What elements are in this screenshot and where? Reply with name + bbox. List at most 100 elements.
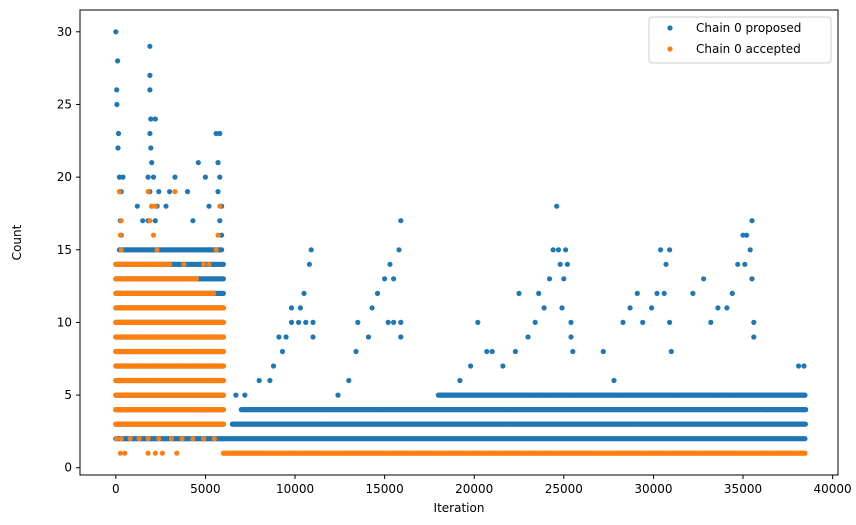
proposed-point: [747, 247, 753, 253]
proposed-point: [654, 290, 660, 296]
proposed-point: [667, 319, 673, 325]
proposed-point: [620, 319, 626, 325]
proposed-point: [353, 348, 359, 355]
proposed-point: [134, 203, 140, 209]
proposed-point: [288, 319, 295, 325]
proposed-point: [147, 43, 153, 49]
proposed-point: [114, 87, 120, 93]
proposed-point: [369, 305, 375, 311]
proposed-point: [167, 189, 173, 195]
proposed-point: [398, 334, 404, 340]
proposed-point: [724, 305, 730, 311]
accepted-point: [220, 392, 226, 398]
proposed-point: [113, 29, 119, 35]
proposed-point: [279, 348, 286, 355]
proposed-point: [744, 232, 750, 238]
proposed-point: [115, 58, 121, 64]
accepted-point: [802, 450, 808, 456]
proposed-point: [219, 232, 225, 238]
proposed-point: [140, 218, 146, 224]
proposed-point: [150, 174, 157, 180]
proposed-point: [740, 232, 746, 238]
proposed-point: [801, 363, 807, 369]
proposed-point: [661, 290, 667, 296]
proposed-point: [115, 145, 121, 151]
points-layer: [113, 29, 809, 456]
proposed-point: [202, 174, 208, 180]
proposed-point: [233, 392, 239, 398]
proposed-point: [421, 407, 427, 413]
proposed-point: [355, 319, 361, 325]
proposed-point: [270, 363, 277, 369]
proposed-point: [303, 319, 309, 325]
proposed-point: [751, 319, 757, 325]
proposed-point: [708, 319, 714, 325]
proposed-point: [640, 319, 646, 325]
proposed-point: [536, 290, 542, 296]
proposed-point: [568, 334, 574, 340]
proposed-point: [306, 261, 312, 267]
proposed-point: [219, 247, 225, 253]
proposed-point: [398, 218, 404, 224]
proposed-point: [611, 377, 617, 384]
proposed-point: [120, 174, 126, 180]
proposed-point: [484, 348, 490, 355]
proposed-point: [148, 116, 154, 122]
proposed-point: [749, 276, 755, 282]
proposed-point: [475, 319, 481, 325]
proposed-point: [715, 305, 721, 311]
accepted-point: [220, 319, 226, 325]
proposed-point: [385, 319, 391, 325]
proposed-point: [217, 218, 223, 224]
proposed-point: [468, 363, 474, 369]
proposed-point: [749, 218, 755, 224]
proposed-point: [220, 261, 226, 267]
proposed-point: [396, 247, 402, 253]
proposed-point: [310, 319, 316, 325]
proposed-point: [500, 363, 506, 369]
proposed-point: [564, 261, 571, 267]
proposed-point: [627, 305, 633, 311]
proposed-point: [147, 72, 153, 78]
proposed-point: [668, 348, 674, 355]
proposed-point: [772, 407, 778, 413]
proposed-point: [114, 101, 120, 108]
proposed-point: [147, 87, 153, 93]
proposed-point: [374, 290, 381, 296]
accepted-point: [220, 305, 226, 311]
proposed-point: [559, 305, 565, 311]
proposed-point: [658, 247, 664, 253]
proposed-point: [301, 290, 307, 296]
proposed-point: [217, 130, 223, 137]
proposed-point: [398, 319, 404, 325]
proposed-point: [763, 407, 769, 413]
proposed-point: [751, 334, 757, 340]
proposed-point: [276, 334, 282, 340]
proposed-point: [546, 276, 553, 282]
proposed-point: [190, 218, 196, 224]
proposed-point: [568, 319, 574, 325]
accepted-point: [220, 334, 226, 340]
proposed-point: [206, 203, 212, 209]
proposed-point: [220, 276, 226, 282]
proposed-point: [444, 392, 450, 398]
proposed-point: [701, 276, 707, 282]
proposed-point: [735, 261, 741, 267]
proposed-point: [256, 377, 262, 384]
proposed-point: [391, 319, 397, 325]
proposed-point: [163, 203, 169, 209]
proposed-point: [152, 218, 158, 224]
proposed-point: [346, 377, 352, 384]
proposed-point: [690, 290, 696, 296]
proposed-point: [195, 160, 201, 166]
accepted-point: [220, 407, 226, 413]
proposed-point: [554, 203, 560, 209]
proposed-point: [570, 348, 576, 355]
proposed-point: [525, 334, 531, 340]
accepted-point: [220, 363, 226, 369]
proposed-point: [152, 116, 158, 122]
proposed-point: [634, 290, 640, 296]
proposed-point: [457, 377, 463, 384]
proposed-point: [742, 261, 748, 267]
proposed-point: [516, 290, 522, 296]
